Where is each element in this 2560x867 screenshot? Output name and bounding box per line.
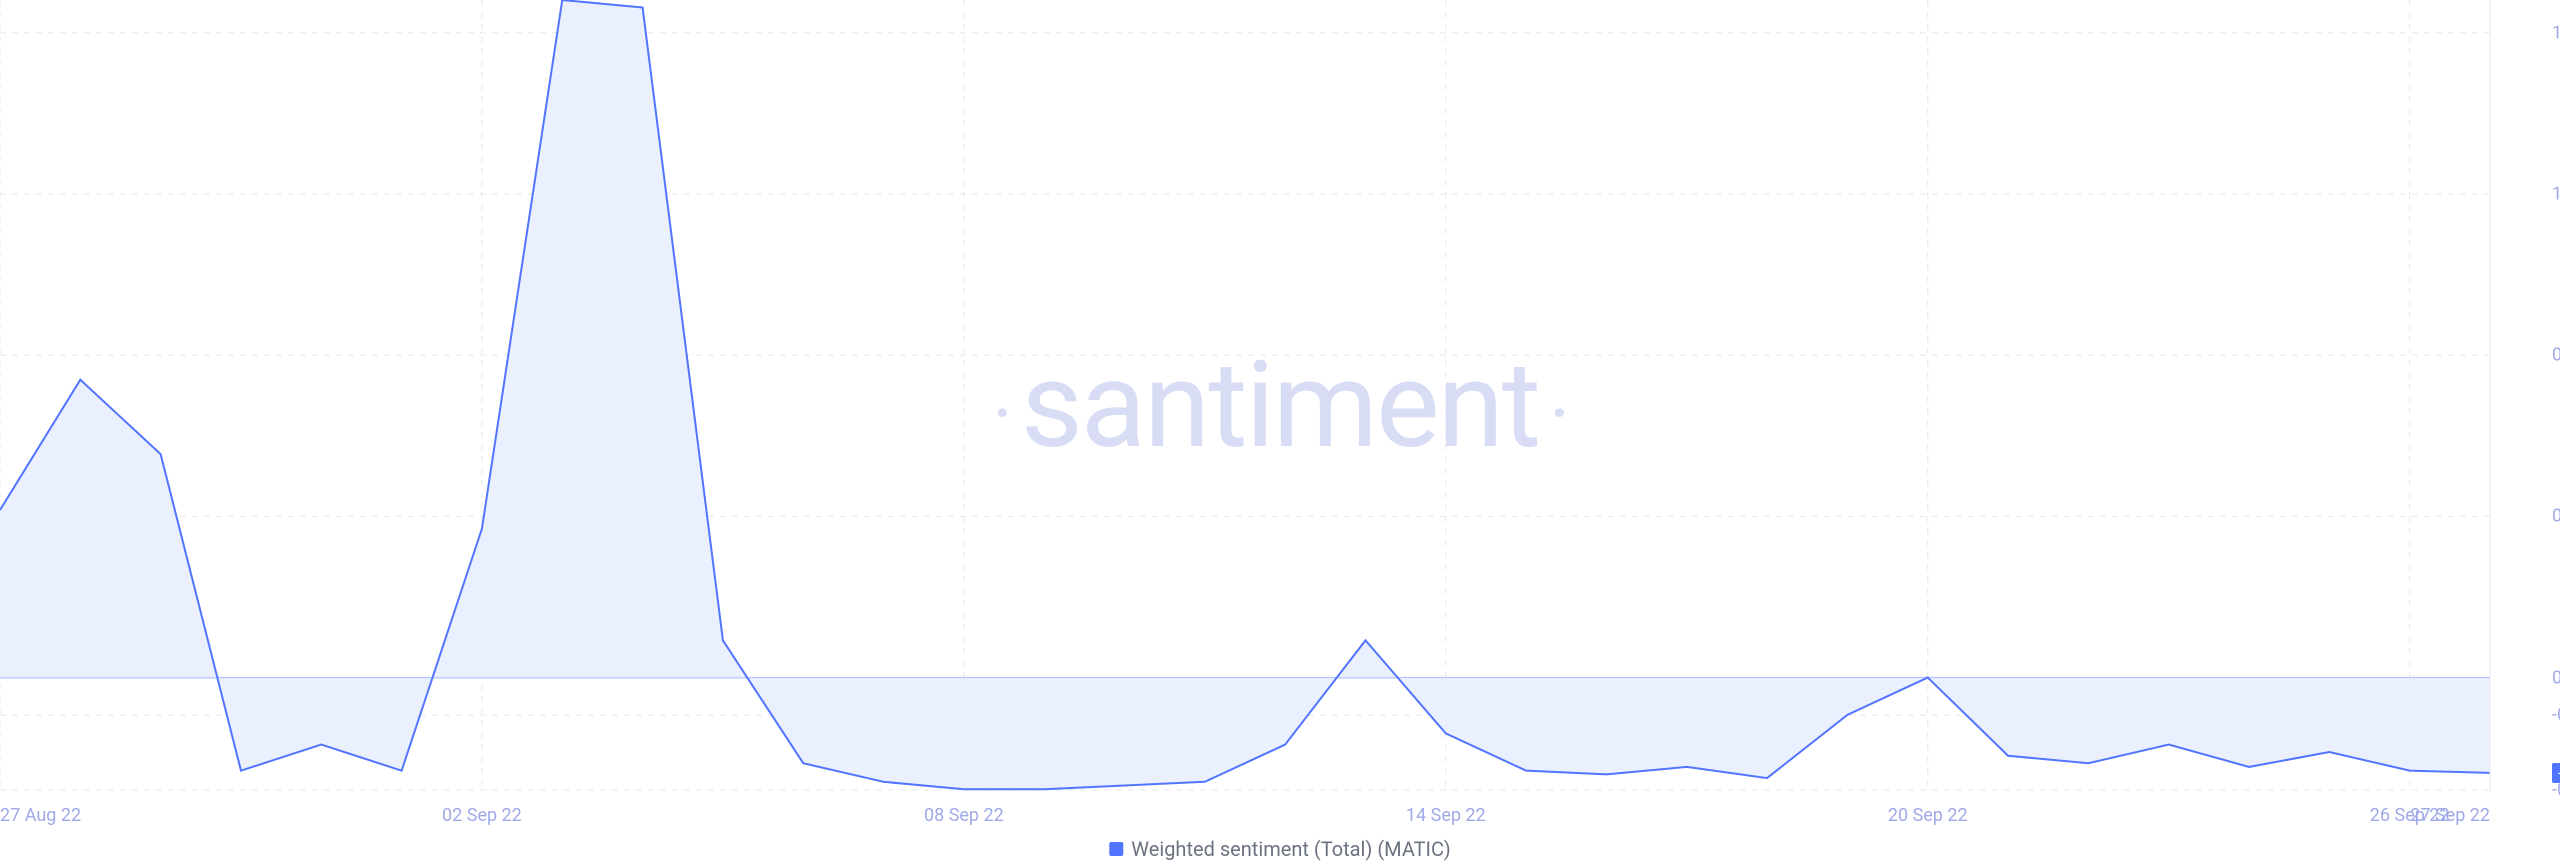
y-tick-label: 0.433	[2552, 506, 2560, 527]
y-current-marker: -0.256	[2552, 763, 2560, 783]
y-tick-label: 1.299	[2552, 183, 2560, 204]
legend-swatch	[1109, 842, 1123, 856]
x-axis: 27 Aug 22 02 Sep 22 08 Sep 22 14 Sep 22 20 S…	[0, 805, 2560, 825]
chart-svg	[0, 0, 2560, 867]
x-tick-label: 27 Aug 22	[0, 805, 81, 826]
legend: Weighted sentiment (Total) (MATIC)	[1109, 837, 1450, 861]
x-tick-label: 02 Sep 22	[442, 805, 522, 826]
y-tick-label: 0	[2552, 667, 2560, 688]
sentiment-chart: ·santiment· 1.7321.2990.8660.4330-0.101-…	[0, 0, 2560, 867]
x-tick-label: 20 Sep 22	[1888, 805, 1968, 826]
legend-label: Weighted sentiment (Total) (MATIC)	[1131, 837, 1450, 861]
x-tick-label: 14 Sep 22	[1406, 805, 1486, 826]
y-tick-label: 1.732	[2552, 22, 2560, 43]
x-tick-label: 27 Sep 22	[2410, 805, 2490, 826]
y-tick-label: -0.101	[2552, 705, 2560, 726]
y-tick-label: 0.866	[2552, 345, 2560, 366]
x-tick-label: 08 Sep 22	[924, 805, 1004, 826]
